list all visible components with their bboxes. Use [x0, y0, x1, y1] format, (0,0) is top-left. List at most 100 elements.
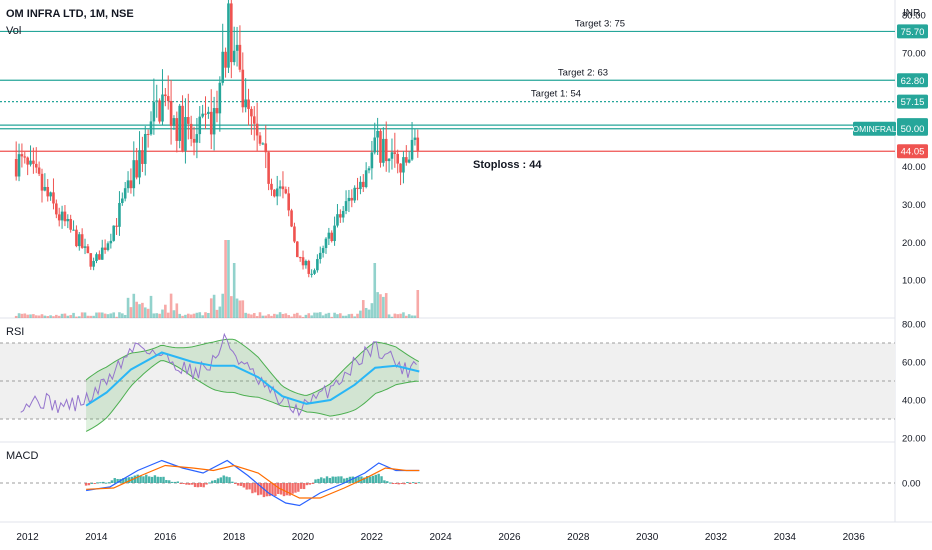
- candle-body: [281, 186, 285, 190]
- volume-bar: [227, 240, 230, 318]
- volume-bar: [347, 314, 351, 318]
- macd-histogram-bar: [122, 478, 125, 483]
- volume-bar: [341, 315, 345, 318]
- macd-histogram-bar: [173, 481, 177, 483]
- macd-lines: [0, 459, 895, 507]
- volume-bar: [310, 315, 313, 318]
- volume-bar: [75, 316, 78, 318]
- volume-bar: [284, 313, 288, 318]
- candle-body: [92, 260, 95, 267]
- volume-bar: [324, 313, 328, 318]
- candle-body: [267, 152, 270, 184]
- time-tick-label: 2024: [429, 532, 452, 543]
- volume-bar: [17, 313, 21, 318]
- chart-title[interactable]: OM INFRA LTD, 1M, NSE: [6, 8, 134, 20]
- candle-body: [57, 214, 61, 221]
- volume-bar: [115, 316, 118, 318]
- price-label-44-05[interactable]: 44.05: [897, 144, 928, 159]
- macd-histogram-bar: [84, 483, 88, 486]
- volume-bar: [321, 315, 325, 318]
- volume-bar: [149, 295, 153, 318]
- volume-bar: [387, 314, 391, 318]
- volume-label[interactable]: Vol: [6, 25, 21, 37]
- macd-histogram-bar: [99, 482, 102, 484]
- price-label-50-00[interactable]: 50.00 OMINFRAL: [853, 121, 928, 136]
- candle-body: [275, 188, 279, 197]
- candle-body: [152, 102, 156, 122]
- price-label-box: [897, 73, 928, 88]
- macd-histogram-bar: [302, 483, 306, 490]
- rsi-label[interactable]: RSI: [6, 326, 24, 338]
- candle-body: [258, 135, 262, 144]
- volume-bar: [379, 294, 382, 318]
- price-tick-label: 80.00: [902, 11, 926, 22]
- volume-bar: [186, 313, 190, 318]
- candle-body: [361, 181, 365, 188]
- candle-body: [209, 111, 213, 135]
- macd-histogram-bar: [219, 477, 223, 483]
- macd-histogram-bar: [245, 483, 248, 490]
- time-tick-label: 2034: [774, 532, 797, 543]
- candle-body: [232, 50, 236, 63]
- macd-histogram-bar: [354, 477, 357, 483]
- macd-histogram-bar: [231, 481, 234, 483]
- volume-bar: [293, 313, 296, 318]
- volume-bar: [402, 312, 405, 318]
- volume-bar: [396, 314, 400, 318]
- volume-bar: [261, 315, 265, 318]
- candle-body: [69, 218, 72, 230]
- volume-bar: [14, 315, 18, 318]
- candle-body: [390, 152, 394, 159]
- volume-bar: [359, 310, 362, 318]
- volume-bar: [296, 312, 299, 318]
- macd-histogram-bar: [265, 483, 268, 497]
- macd-histogram-bar: [406, 481, 409, 483]
- volume-bar: [189, 314, 193, 318]
- candle-body: [40, 173, 44, 191]
- price-label-57-15[interactable]: 57.15: [897, 94, 928, 109]
- candle-body: [407, 159, 411, 163]
- volume-bar: [405, 315, 408, 318]
- candle-body: [123, 188, 127, 199]
- volume-bar: [361, 300, 365, 318]
- time-tick-label: 2014: [85, 532, 108, 543]
- candle-body: [43, 186, 47, 191]
- candle-body: [207, 111, 210, 115]
- rsi-bb-upper: [85, 338, 420, 396]
- macd-histogram-bar: [242, 483, 246, 488]
- macd-histogram-bar: [182, 483, 185, 484]
- macd-histogram-bar: [297, 483, 300, 492]
- volume-bar: [336, 314, 339, 318]
- symbol-tag-box: [853, 121, 896, 136]
- time-tick-label: 2028: [567, 532, 590, 543]
- macd-histogram-bar: [285, 483, 289, 496]
- macd-histogram-bar: [259, 483, 263, 495]
- volume-bar: [181, 315, 184, 318]
- candle-body: [370, 152, 374, 169]
- candle-body: [304, 260, 308, 266]
- candle-body: [241, 69, 245, 108]
- macd-histogram-bar: [190, 483, 194, 485]
- price-label-62-80[interactable]: 62.80: [897, 73, 928, 88]
- candle-body: [129, 180, 133, 189]
- volume-bar: [218, 306, 222, 318]
- candle-body: [405, 157, 408, 163]
- macd-histogram-bar: [188, 483, 191, 485]
- time-tick-label: 2032: [705, 532, 728, 543]
- time-tick-label: 2020: [292, 532, 315, 543]
- macd-label[interactable]: MACD: [6, 450, 38, 462]
- volume-bar: [129, 307, 133, 318]
- candle-body: [273, 189, 276, 197]
- candle-body: [333, 225, 336, 242]
- macd-histogram-bar: [199, 483, 203, 487]
- macd-histogram-bar: [193, 483, 197, 488]
- volume-bar: [43, 315, 47, 318]
- candle-body: [212, 108, 216, 135]
- candle-body: [359, 181, 362, 190]
- macd-histogram-bar: [222, 475, 225, 483]
- macd-histogram-bar: [202, 483, 205, 488]
- candle-body: [255, 123, 259, 136]
- candle-body: [413, 137, 417, 140]
- price-label-75-70[interactable]: 75.70: [897, 24, 928, 39]
